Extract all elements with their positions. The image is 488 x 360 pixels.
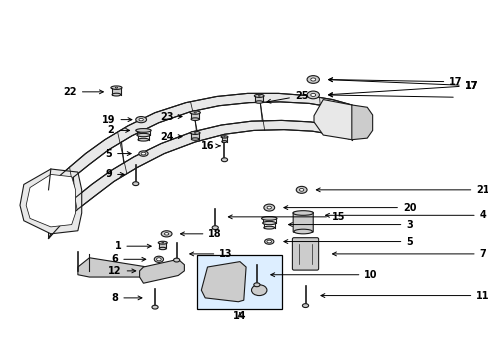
Ellipse shape xyxy=(306,91,319,99)
Ellipse shape xyxy=(221,158,227,162)
Polygon shape xyxy=(26,174,75,227)
Polygon shape xyxy=(255,96,263,102)
Text: 18: 18 xyxy=(180,229,222,239)
Text: 17: 17 xyxy=(328,78,477,91)
Text: 21: 21 xyxy=(316,185,488,195)
Ellipse shape xyxy=(111,86,122,89)
Polygon shape xyxy=(351,105,372,140)
Ellipse shape xyxy=(253,283,260,287)
Ellipse shape xyxy=(164,233,168,235)
Text: 6: 6 xyxy=(111,254,145,264)
Ellipse shape xyxy=(255,101,263,103)
Polygon shape xyxy=(159,243,166,248)
Ellipse shape xyxy=(264,239,273,244)
Ellipse shape xyxy=(156,258,161,261)
Text: 1: 1 xyxy=(114,241,151,251)
Polygon shape xyxy=(313,100,360,140)
Text: 24: 24 xyxy=(160,132,182,141)
Polygon shape xyxy=(191,133,199,139)
Text: 3: 3 xyxy=(288,220,412,230)
Ellipse shape xyxy=(154,256,163,262)
Text: 23: 23 xyxy=(160,112,182,122)
FancyBboxPatch shape xyxy=(293,212,313,232)
Polygon shape xyxy=(112,88,121,95)
Ellipse shape xyxy=(152,305,158,309)
Ellipse shape xyxy=(191,138,199,140)
Ellipse shape xyxy=(158,241,167,244)
Ellipse shape xyxy=(115,87,118,88)
Ellipse shape xyxy=(173,258,180,262)
Polygon shape xyxy=(191,113,199,119)
Ellipse shape xyxy=(258,95,260,96)
Ellipse shape xyxy=(137,134,150,137)
Ellipse shape xyxy=(222,141,227,143)
Ellipse shape xyxy=(302,304,308,307)
Polygon shape xyxy=(48,120,351,238)
Text: 5: 5 xyxy=(284,237,412,247)
Ellipse shape xyxy=(266,240,271,243)
Text: 13: 13 xyxy=(189,249,232,259)
Ellipse shape xyxy=(296,186,306,193)
Ellipse shape xyxy=(223,136,225,137)
Ellipse shape xyxy=(266,206,271,209)
Ellipse shape xyxy=(221,136,227,138)
Text: 8: 8 xyxy=(111,293,142,303)
Text: 16: 16 xyxy=(201,141,220,151)
Ellipse shape xyxy=(136,129,151,132)
Text: 4: 4 xyxy=(325,210,486,220)
Polygon shape xyxy=(139,259,184,283)
Ellipse shape xyxy=(162,242,163,243)
Text: 15: 15 xyxy=(228,212,345,222)
Ellipse shape xyxy=(212,226,218,230)
Ellipse shape xyxy=(189,111,200,114)
Ellipse shape xyxy=(310,93,315,96)
Ellipse shape xyxy=(310,78,315,81)
Text: 14: 14 xyxy=(233,311,246,321)
Bar xyxy=(197,256,282,310)
Text: 12: 12 xyxy=(108,266,136,276)
Polygon shape xyxy=(20,169,81,234)
Text: 22: 22 xyxy=(63,87,103,97)
Ellipse shape xyxy=(293,229,312,234)
Text: 19: 19 xyxy=(102,114,132,125)
Text: 5: 5 xyxy=(105,149,131,158)
Ellipse shape xyxy=(141,152,145,155)
Text: 20: 20 xyxy=(284,203,416,213)
Ellipse shape xyxy=(251,285,266,296)
Ellipse shape xyxy=(161,231,172,237)
Ellipse shape xyxy=(139,151,148,156)
Text: 25: 25 xyxy=(266,91,308,103)
Ellipse shape xyxy=(138,138,148,141)
Ellipse shape xyxy=(190,131,200,134)
FancyBboxPatch shape xyxy=(292,238,318,270)
Ellipse shape xyxy=(299,188,303,191)
Ellipse shape xyxy=(194,112,196,113)
Text: 7: 7 xyxy=(332,249,486,259)
Ellipse shape xyxy=(191,118,199,121)
Polygon shape xyxy=(48,93,351,202)
Text: 2: 2 xyxy=(107,125,129,135)
Polygon shape xyxy=(201,262,245,302)
Text: 17: 17 xyxy=(328,77,462,87)
Text: 17: 17 xyxy=(328,81,477,96)
Ellipse shape xyxy=(292,211,313,215)
Ellipse shape xyxy=(112,93,121,96)
Ellipse shape xyxy=(261,217,276,220)
Ellipse shape xyxy=(194,132,196,134)
Text: 10: 10 xyxy=(270,270,377,280)
Polygon shape xyxy=(78,258,148,277)
Ellipse shape xyxy=(306,76,319,84)
Ellipse shape xyxy=(264,226,274,229)
Ellipse shape xyxy=(139,118,143,121)
Ellipse shape xyxy=(136,117,146,123)
Ellipse shape xyxy=(132,182,139,186)
Text: 9: 9 xyxy=(105,170,124,179)
Ellipse shape xyxy=(262,221,275,225)
Ellipse shape xyxy=(159,247,166,249)
Text: 11: 11 xyxy=(320,291,488,301)
Ellipse shape xyxy=(264,204,274,211)
Polygon shape xyxy=(222,137,227,141)
Ellipse shape xyxy=(254,94,264,98)
